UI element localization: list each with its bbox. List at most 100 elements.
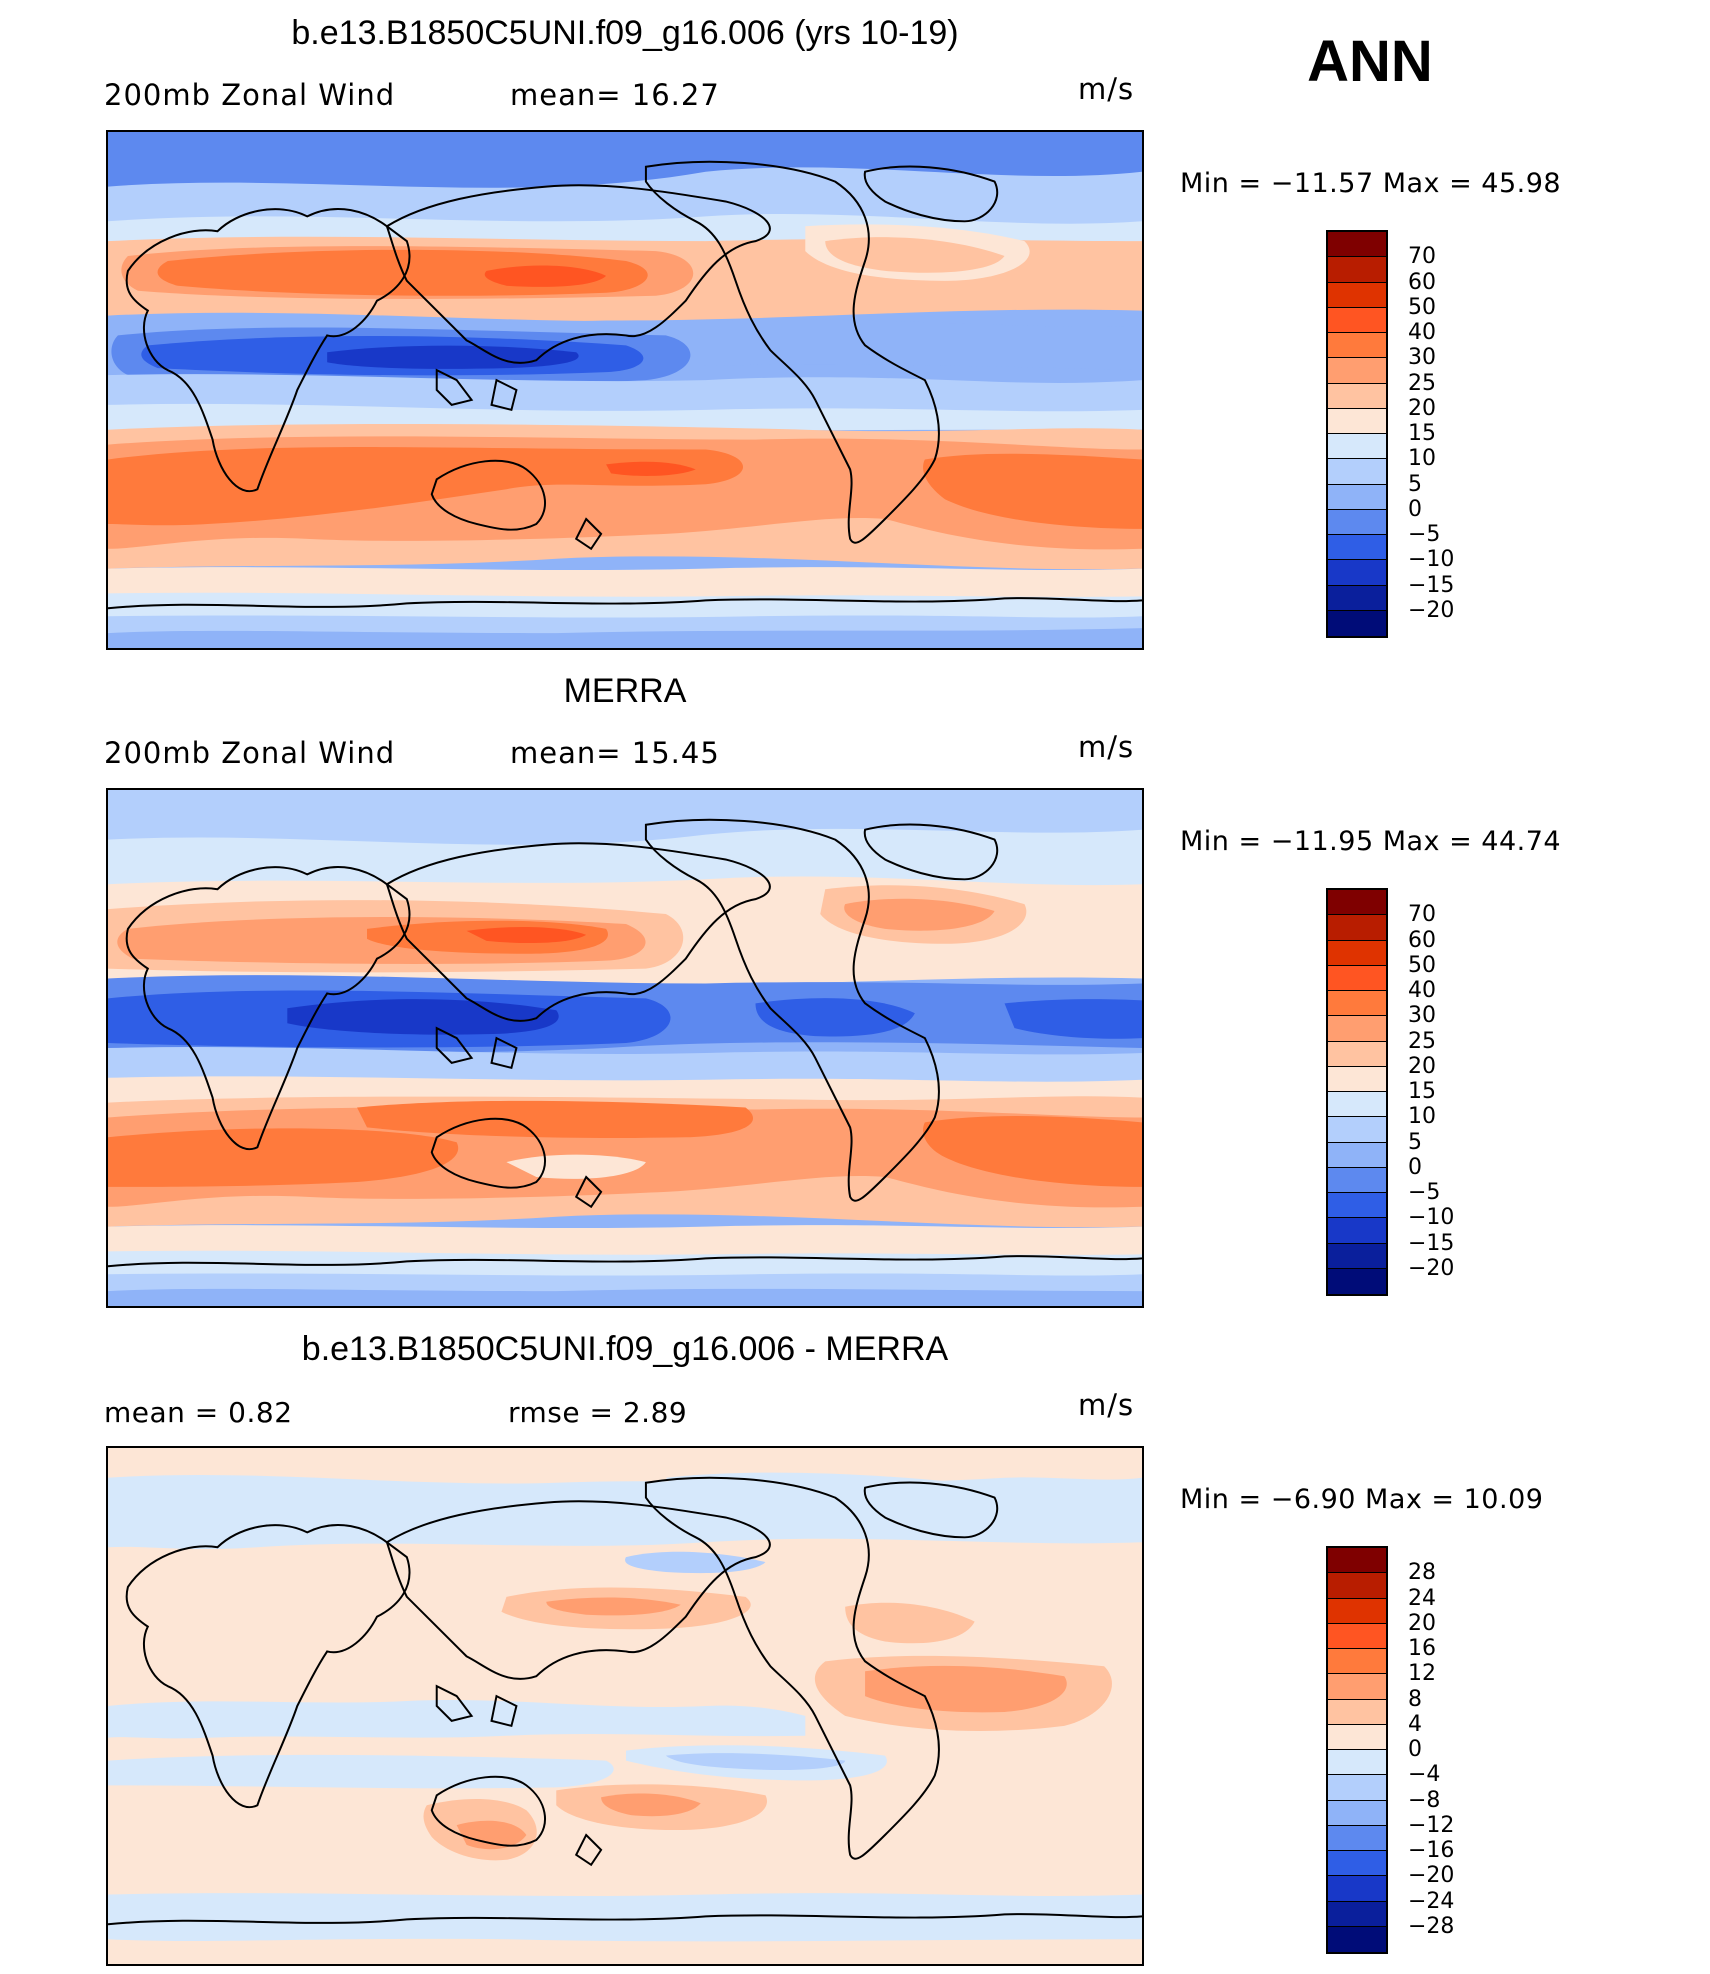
- panel-obs-title: MERRA: [563, 672, 687, 710]
- panel-diff-contours: [108, 1448, 1142, 1964]
- colorbar-level-label: 30: [1408, 345, 1436, 371]
- panel-model-map: [106, 130, 1144, 650]
- colorbar-level-label: 24: [1408, 1585, 1436, 1611]
- colorbar-level-label: −15: [1408, 1230, 1455, 1256]
- colorbar-level-label: 15: [1408, 1079, 1436, 1104]
- colorbar-level-label: −16: [1408, 1838, 1455, 1863]
- colorbar-swatch: [1328, 1876, 1386, 1902]
- colorbar-swatch: [1328, 509, 1386, 535]
- colorbar-level-label: −20: [1408, 1863, 1455, 1889]
- colorbar-level-label: 25: [1408, 370, 1436, 396]
- colorbar-level-label: 10: [1408, 446, 1436, 472]
- colorbar-swatch: [1328, 1218, 1386, 1244]
- coastline-outline: [108, 160, 1142, 610]
- colorbar-level-label: 5: [1408, 1129, 1422, 1155]
- colorbar-level-label: 0: [1408, 496, 1422, 522]
- colorbar-swatch: [1328, 1825, 1386, 1851]
- colorbar-level-label: 15: [1408, 421, 1436, 446]
- colorbar-level-label: 20: [1408, 1053, 1436, 1079]
- colorbar-swatch: [1328, 991, 1386, 1017]
- colorbar-swatch: [1328, 1573, 1386, 1599]
- colorbar-level-label: 20: [1408, 395, 1436, 421]
- panel-model-title: b.e13.B1850C5UNI.f09_g16.006 (yrs 10-19): [291, 14, 959, 52]
- panel-model-colorbar: [1326, 230, 1388, 638]
- colorbar-swatch: [1328, 1699, 1386, 1725]
- panel-obs-colorbar: [1326, 888, 1388, 1296]
- panel-diff-colorbar: [1326, 1546, 1388, 1954]
- colorbar-swatch: [1328, 1117, 1386, 1143]
- colorbar-swatch: [1328, 585, 1386, 611]
- panel-obs-variable-label: 200mb Zonal Wind: [104, 736, 396, 770]
- colorbar-swatch: [1328, 610, 1386, 636]
- colorbar-swatch: [1328, 940, 1386, 966]
- colorbar-swatch: [1328, 1724, 1386, 1750]
- colorbar-level-label: 70: [1408, 244, 1436, 270]
- panel-obs-units: m/s: [1078, 730, 1135, 764]
- colorbar-level-label: 40: [1408, 320, 1436, 345]
- colorbar-swatch: [1328, 1926, 1386, 1952]
- colorbar-swatch: [1328, 282, 1386, 308]
- colorbar-swatch: [1328, 408, 1386, 434]
- colorbar-level-label: −10: [1408, 547, 1455, 573]
- colorbar-level-label: 0: [1408, 1154, 1422, 1180]
- colorbar-swatch: [1328, 434, 1386, 460]
- colorbar-swatch: [1328, 1193, 1386, 1219]
- colorbar-level-label: 28: [1408, 1560, 1436, 1586]
- panel-diff-mean-label: mean = 0.82: [104, 1396, 293, 1429]
- colorbar-swatch: [1328, 459, 1386, 485]
- colorbar-swatch: [1328, 1800, 1386, 1826]
- colorbar-swatch: [1328, 1649, 1386, 1675]
- colorbar-swatch: [1328, 560, 1386, 586]
- colorbar-swatch: [1328, 1243, 1386, 1269]
- colorbar-level-label: 12: [1408, 1661, 1436, 1687]
- colorbar-swatch: [1328, 1623, 1386, 1649]
- panel-diff-map: [106, 1446, 1144, 1966]
- colorbar-swatch: [1328, 1167, 1386, 1193]
- panel-diff-title: b.e13.B1850C5UNI.f09_g16.006 - MERRA: [301, 1330, 949, 1368]
- colorbar-swatch: [1328, 1750, 1386, 1776]
- colorbar-swatch: [1328, 232, 1386, 258]
- colorbar-swatch: [1328, 1016, 1386, 1042]
- colorbar-swatch: [1328, 1268, 1386, 1294]
- panel-model-variable-label: 200mb Zonal Wind: [104, 78, 396, 112]
- colorbar-level-label: −15: [1408, 572, 1455, 598]
- colorbar-level-label: 40: [1408, 978, 1436, 1003]
- colorbar-swatch: [1328, 1548, 1386, 1574]
- colorbar-level-label: 30: [1408, 1003, 1436, 1029]
- colorbar-level-label: 50: [1408, 294, 1436, 320]
- colorbar-level-label: −20: [1408, 597, 1455, 623]
- colorbar-swatch: [1328, 333, 1386, 359]
- colorbar-level-label: 10: [1408, 1104, 1436, 1130]
- coastline-outline: [108, 818, 1142, 1268]
- panel-diff-minmax: Min = −6.90 Max = 10.09: [1180, 1484, 1544, 1515]
- colorbar-swatch: [1328, 535, 1386, 561]
- colorbar-level-label: 25: [1408, 1028, 1436, 1054]
- colorbar-level-label: −8: [1408, 1787, 1441, 1813]
- colorbar-level-label: 4: [1408, 1711, 1422, 1737]
- colorbar-level-label: −12: [1408, 1812, 1455, 1838]
- colorbar-level-label: 60: [1408, 927, 1436, 953]
- colorbar-swatch: [1328, 1066, 1386, 1092]
- colorbar-level-label: −10: [1408, 1205, 1455, 1231]
- panel-obs-contours: [108, 790, 1142, 1306]
- colorbar-swatch: [1328, 915, 1386, 941]
- colorbar-swatch: [1328, 1901, 1386, 1927]
- colorbar-swatch: [1328, 484, 1386, 510]
- panel-obs-minmax: Min = −11.95 Max = 44.74: [1180, 826, 1562, 857]
- season-label: ANN: [1307, 29, 1433, 94]
- colorbar-level-label: 0: [1408, 1737, 1422, 1762]
- colorbar-level-label: 60: [1408, 269, 1436, 295]
- colorbar-swatch: [1328, 1851, 1386, 1877]
- colorbar-level-label: −5: [1408, 1180, 1441, 1205]
- colorbar-swatch: [1328, 358, 1386, 384]
- panel-diff-rmse-label: rmse = 2.89: [508, 1396, 688, 1429]
- colorbar-level-label: −20: [1408, 1255, 1455, 1281]
- colorbar-level-label: 20: [1408, 1610, 1436, 1636]
- panel-diff-units: m/s: [1078, 1388, 1135, 1422]
- colorbar-swatch: [1328, 307, 1386, 333]
- colorbar-swatch: [1328, 1041, 1386, 1067]
- colorbar-swatch: [1328, 1674, 1386, 1700]
- colorbar-swatch: [1328, 1142, 1386, 1168]
- colorbar-swatch: [1328, 383, 1386, 409]
- colorbar-level-label: 70: [1408, 902, 1436, 928]
